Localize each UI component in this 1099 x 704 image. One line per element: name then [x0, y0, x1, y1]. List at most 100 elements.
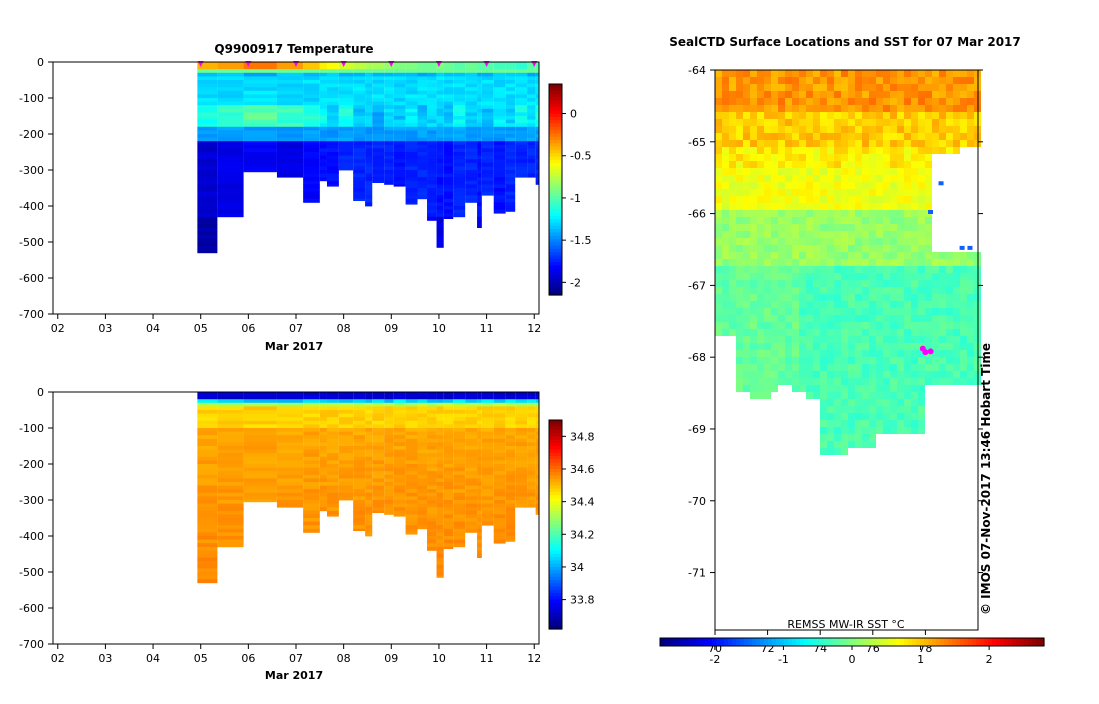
sst-cell: [806, 294, 813, 301]
sst-cell: [918, 126, 925, 133]
temperature-cell: [477, 134, 482, 138]
salinity-colorbar-segment: [549, 478, 562, 483]
sst-colorbar-segment: [824, 638, 829, 646]
salinity-cell: [493, 492, 506, 497]
sst-cell: [841, 350, 848, 357]
sst-cell: [813, 378, 820, 385]
salinity-cell: [443, 460, 454, 465]
sst-cell: [799, 294, 806, 301]
temperature-cell: [493, 144, 506, 149]
salinity-heatmap: [197, 392, 539, 584]
salinity-cell: [372, 410, 385, 414]
salinity-cell: [515, 503, 528, 508]
temperature-cell: [527, 152, 536, 156]
sst-cell: [876, 308, 883, 315]
sst-cell: [827, 84, 834, 91]
temperature-cell: [319, 94, 327, 99]
sst-cell: [946, 294, 953, 301]
sst-cell: [939, 329, 946, 336]
salinity-cell: [453, 514, 466, 519]
sst-cell: [757, 175, 764, 182]
salinity-cell: [365, 402, 373, 407]
salinity-cell: [527, 402, 536, 407]
sst-colorbar-segment: [820, 638, 825, 646]
temperature-cell: [393, 108, 406, 113]
temperature-cell: [405, 130, 418, 135]
sst-cell: [771, 175, 778, 182]
temperature-cell: [393, 177, 406, 182]
sst-cell: [939, 301, 946, 308]
salinity-cell: [243, 424, 277, 429]
sst-cell: [925, 266, 932, 273]
temperature-colorbar-segment: [549, 169, 562, 174]
salinity-cell: [493, 503, 506, 508]
sst-cell: [813, 287, 820, 294]
salinity-cell: [303, 428, 320, 432]
temperature-cell: [417, 62, 428, 66]
sst-cell: [729, 287, 736, 294]
temperature-cell: [326, 69, 339, 74]
sst-cell: [862, 308, 869, 315]
temperature-cell: [527, 123, 536, 128]
salinity-colorbar-segment: [549, 550, 562, 555]
temperature-cell: [453, 152, 466, 156]
salinity-cell: [436, 575, 444, 578]
temperature-cell: [384, 83, 394, 88]
sst-cell: [771, 385, 778, 392]
sst-cell: [771, 203, 778, 210]
sst-cell: [960, 126, 967, 133]
temperature-cell: [326, 83, 339, 88]
sst-cell: [925, 182, 932, 189]
sst-cell: [785, 238, 792, 245]
salinity-cell: [443, 406, 454, 411]
sst-cell: [862, 238, 869, 245]
salinity-cell: [197, 413, 218, 418]
temperature-cell: [481, 65, 494, 70]
sst-cell: [841, 364, 848, 371]
sst-cell: [911, 364, 918, 371]
temperature-cell: [427, 62, 437, 66]
sst-cell: [967, 308, 974, 315]
temperature-cell: [453, 65, 466, 70]
salinity-cell: [217, 442, 244, 447]
salinity-cell: [481, 453, 494, 458]
sst-cell: [890, 133, 897, 140]
sst-cell: [722, 126, 729, 133]
sst-cell: [841, 91, 848, 98]
sst-cell: [792, 371, 799, 378]
salinity-cell: [481, 474, 494, 479]
salinity-cell: [353, 521, 366, 526]
sst-cell: [883, 371, 890, 378]
salinity-cell: [515, 395, 528, 400]
salinity-cell: [217, 482, 244, 486]
salinity-cell: [338, 496, 354, 501]
sst-cell: [820, 392, 827, 399]
salinity-cell: [443, 514, 454, 519]
temperature-cell: [217, 72, 244, 77]
temperature-cell: [527, 159, 536, 164]
sst-cell: [939, 287, 946, 294]
sst-cell: [848, 91, 855, 98]
temperature-cell: [353, 141, 366, 146]
temperature-cell: [505, 112, 516, 117]
sst-cell: [869, 231, 876, 238]
sst-cell: [778, 231, 785, 238]
salinity-colorbar-segment: [549, 459, 562, 464]
salinity-cell: [338, 449, 354, 454]
sst-cell: [897, 224, 904, 231]
salinity-cell: [477, 424, 482, 429]
temperature-cell: [453, 184, 466, 189]
sst-cell: [743, 105, 750, 112]
sst-cell: [911, 133, 918, 140]
sst-cell: [813, 91, 820, 98]
sst-colorbar-segment: [800, 638, 805, 646]
temperature-cell: [417, 72, 428, 77]
temperature-cell: [527, 112, 536, 117]
salinity-cell: [505, 424, 516, 429]
salinity-cell: [427, 453, 437, 458]
salinity-cell: [465, 435, 478, 440]
salinity-cell: [197, 507, 218, 512]
sst-cell: [715, 91, 722, 98]
sst-cell: [848, 203, 855, 210]
salinity-cell: [453, 532, 466, 537]
